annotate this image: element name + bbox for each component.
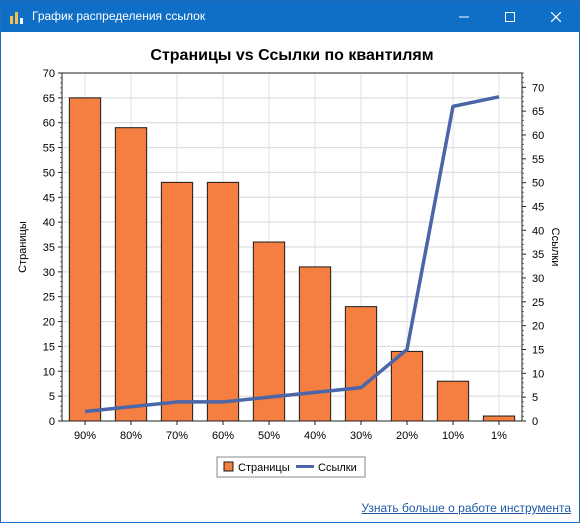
y2-tick-label: 30: [532, 273, 544, 285]
x-tick-label: 80%: [120, 430, 142, 442]
chart-title: Страницы vs Ссылки по квантилям: [150, 47, 433, 64]
y-tick-label: 55: [43, 143, 55, 155]
y-tick-label: 65: [43, 93, 55, 105]
x-tick-label: 90%: [74, 430, 96, 442]
window-title: График распределения ссылок: [32, 9, 206, 23]
legend-label: Ссылки: [318, 462, 357, 474]
y2-tick-label: 55: [532, 154, 544, 166]
series-line: [84, 95, 500, 414]
bar: [68, 97, 102, 422]
minimize-icon: [459, 16, 469, 17]
chart-svg: Страницы vs Ссылки по квантилям 0 5 10 15 20 2…: [17, 47, 561, 478]
y-tick-label: 20: [43, 317, 55, 329]
y2-tick-label: 45: [532, 201, 544, 213]
bar: [114, 127, 148, 422]
y2-tick-label: 10: [532, 368, 544, 380]
legend-label: Страницы: [238, 462, 290, 474]
legend-swatch-bar: [223, 461, 234, 472]
x-tick-label: 40%: [304, 430, 326, 442]
y2-tick-label: 15: [532, 344, 544, 356]
y-axis-title: Страницы: [17, 221, 29, 273]
y-tick-label: 25: [43, 292, 55, 304]
y2-tick-label: 0: [532, 416, 538, 428]
x-tick-label: 70%: [166, 430, 188, 442]
y2-tick-label: 40: [532, 225, 544, 237]
close-icon: [551, 11, 561, 22]
y-tick-label: 0: [49, 416, 55, 428]
x-tick-label: 60%: [212, 430, 234, 442]
y-tick-label: 45: [43, 192, 55, 204]
bar: [206, 181, 240, 422]
bar: [482, 415, 516, 422]
maximize-button[interactable]: [487, 1, 533, 32]
y-tick-label: 70: [43, 68, 55, 80]
bar: [390, 350, 424, 422]
y2-tick-label: 5: [532, 392, 538, 404]
y2-tick-label: 50: [532, 178, 544, 190]
legend: Страницы Ссылки: [216, 456, 366, 478]
y-tick-label: 60: [43, 118, 55, 130]
x-tick-label: 10%: [442, 430, 464, 442]
legend-box: [216, 456, 366, 478]
y-tick-label: 40: [43, 217, 55, 229]
close-button[interactable]: [533, 1, 579, 32]
x-tick-label: 20%: [396, 430, 418, 442]
learn-more-link[interactable]: Узнать больше о работе инструмента: [361, 501, 571, 515]
y2-axis-title: Ссылки: [549, 228, 561, 267]
x-tick-label: 1%: [491, 430, 507, 442]
chart-area: Страницы vs Ссылки по квантилям 0 5 10 15 20 2…: [1, 32, 579, 492]
y-tick-label: 10: [43, 366, 55, 378]
y-tick-label: 35: [43, 242, 55, 254]
x-tick-label: 50%: [258, 430, 280, 442]
bar-chart-icon: [10, 12, 23, 24]
bar: [436, 380, 470, 422]
y-tick-label: 30: [43, 267, 55, 279]
maximize-icon: [505, 11, 515, 22]
y2-tick-label: 70: [532, 82, 544, 94]
x-tick-label: 30%: [350, 430, 372, 442]
bar: [298, 266, 332, 422]
bar: [160, 181, 194, 422]
y-tick-label: 50: [43, 167, 55, 179]
y2-tick-label: 20: [532, 321, 544, 333]
y2-tick-label: 35: [532, 249, 544, 261]
y-tick-label: 5: [49, 391, 55, 403]
y-tick-label: 15: [43, 341, 55, 353]
title-bar[interactable]: График распределения ссылок: [1, 1, 579, 32]
y2-tick-label: 60: [532, 130, 544, 142]
minimize-button[interactable]: [441, 1, 487, 32]
y2-tick-label: 25: [532, 297, 544, 309]
bar: [344, 306, 378, 422]
y2-tick-label: 65: [532, 106, 544, 118]
bar: [252, 241, 286, 422]
